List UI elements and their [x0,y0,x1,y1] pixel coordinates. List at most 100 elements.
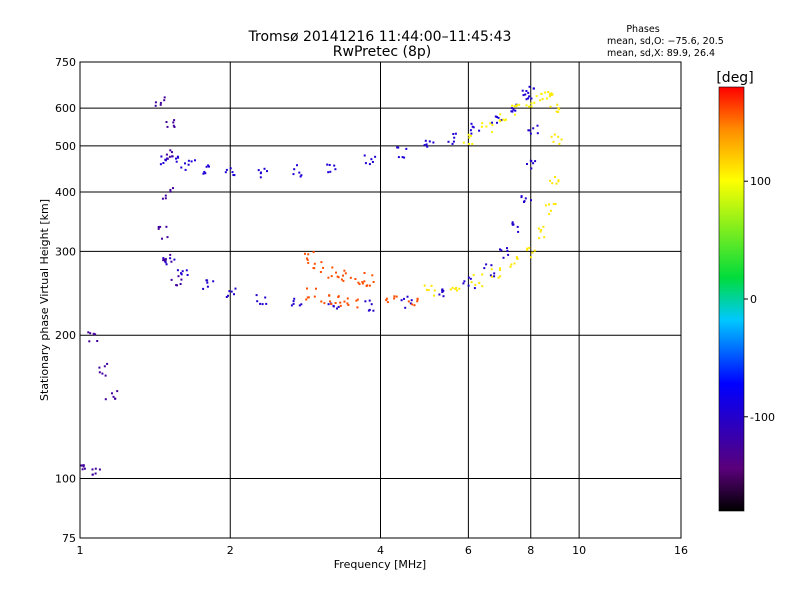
echo-point [203,170,206,173]
echo-point [532,127,535,130]
echo-point [550,93,553,96]
echo-point [558,142,561,145]
echo-point [530,199,532,202]
echo-point [202,287,205,290]
echo-point [225,296,228,298]
echo-point [169,253,172,256]
echo-point [163,99,166,102]
echo-point [489,274,492,277]
echo-point [228,290,231,293]
echo-point [557,135,560,138]
echo-point [496,121,498,124]
y-tick-label: 400 [55,186,76,199]
echo-point [469,134,472,137]
echo-point [171,155,174,158]
echo-point [292,302,295,305]
echo-point [368,299,371,302]
echo-point [368,284,371,287]
echo-point [349,276,352,279]
echo-point [361,282,364,285]
echo-point [339,304,342,307]
echo-point [514,109,517,112]
echo-point [495,116,498,118]
echo-point [103,365,106,368]
echo-point [442,289,445,292]
echo-point [263,167,266,170]
echo-point [525,90,528,92]
echo-point [528,129,531,132]
echo-point [361,281,364,284]
echo-point [548,203,550,206]
echo-point [161,237,163,240]
echo-point [363,280,366,283]
echo-point [424,139,427,142]
x-tick-label: 6 [465,544,472,557]
echo-point [473,287,476,290]
echo-point [173,258,176,261]
echo-point [510,263,513,266]
stats-o-mode: mean, sd,O: −75.6, 20.5 [607,36,724,47]
echo-point [184,168,187,171]
echo-point [524,93,527,96]
echo-point [355,299,358,302]
echo-point [537,227,540,230]
y-tick-label: 75 [62,532,76,545]
echo-point [490,268,493,271]
echo-point [393,295,396,298]
echo-point [530,167,533,170]
echo-point [471,142,474,145]
echo-point [511,221,514,224]
plot-frame [79,61,682,539]
echo-point [430,284,433,287]
echo-point [96,340,99,342]
echo-point [543,236,546,239]
echo-point [527,91,530,94]
echo-point [206,279,209,282]
echo-point [342,274,344,277]
x-axis-ticks: 1 2 4 6 8 10 16 [77,544,689,557]
echo-point [106,362,109,365]
echo-point [557,111,560,113]
echo-point [162,162,165,164]
echo-point [463,280,466,283]
echo-point [180,273,183,276]
echo-point [343,300,346,303]
echo-point [502,256,505,259]
echo-point [177,275,180,278]
echo-point [368,308,371,311]
echo-point [170,260,173,263]
echo-point [397,156,400,159]
echo-point [471,125,474,128]
colorbar-gradient [719,87,744,511]
echo-point [497,276,500,279]
echo-point [323,302,326,305]
echo-point [490,264,493,267]
chart-title: Tromsø 20141216 11:44:00–11:45:43 [248,29,512,45]
echo-point [393,297,396,300]
echo-point [169,149,172,152]
echo-point [403,156,406,159]
echo-point [416,300,419,303]
echo-point [336,307,338,310]
echo-point [396,146,399,149]
echo-point [327,171,330,174]
echo-point [549,209,552,212]
echo-point [540,92,543,95]
echo-point [187,163,190,166]
echo-point [160,155,163,158]
echo-point [328,294,331,297]
echo-point [164,197,167,200]
echo-point [447,140,450,143]
echo-point [542,225,545,228]
echo-point [491,131,494,134]
echo-point [177,156,180,159]
echo-point [549,105,552,108]
echo-point [319,271,322,273]
echo-point [499,275,502,278]
echo-point [180,272,182,275]
echo-point [400,299,403,302]
echo-point [98,468,101,471]
echo-point [169,257,172,260]
echo-point [555,110,558,113]
